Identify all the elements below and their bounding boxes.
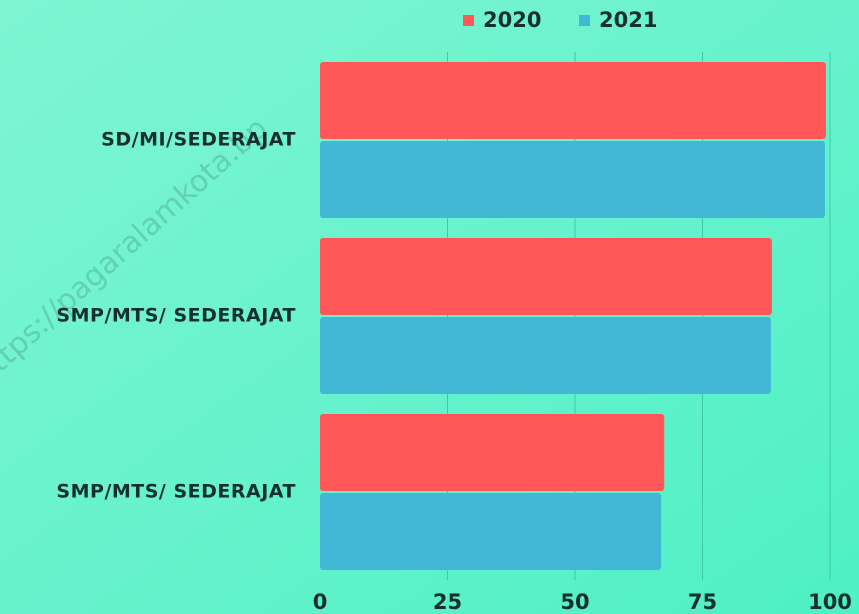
- legend-label: 2021: [599, 8, 657, 32]
- y-tick-label: SMP/MTS/ SEDERAJAT: [56, 481, 296, 503]
- bar: [320, 141, 825, 218]
- x-tick-label: 0: [313, 590, 328, 614]
- x-tick-label: 25: [433, 590, 462, 614]
- bar: [320, 414, 665, 491]
- bar: [320, 317, 771, 394]
- legend-swatch: [579, 15, 590, 26]
- y-tick-label: SMP/MTS/ SEDERAJAT: [56, 305, 296, 327]
- x-tick-label: 50: [560, 590, 589, 614]
- bar: [320, 238, 772, 315]
- legend-label: 2020: [483, 8, 541, 32]
- bar: [320, 62, 826, 139]
- x-tick-label: 100: [808, 590, 852, 614]
- y-tick-label: SD/MI/SEDERAJAT: [101, 129, 296, 151]
- legend-swatch: [463, 15, 474, 26]
- bar: [320, 493, 662, 570]
- x-tick-label: 75: [688, 590, 717, 614]
